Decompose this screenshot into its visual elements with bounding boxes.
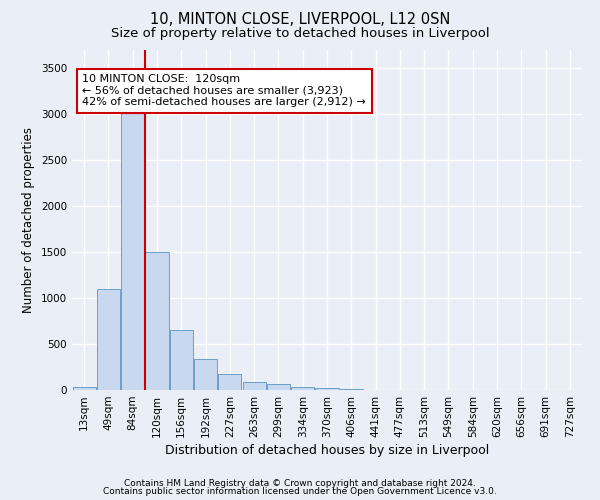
Text: 10, MINTON CLOSE, LIVERPOOL, L12 0SN: 10, MINTON CLOSE, LIVERPOOL, L12 0SN: [150, 12, 450, 28]
Text: Contains HM Land Registry data © Crown copyright and database right 2024.: Contains HM Land Registry data © Crown c…: [124, 478, 476, 488]
Bar: [73, 387, 95, 390]
Bar: [97, 289, 120, 390]
Bar: [340, 389, 363, 390]
Bar: [316, 388, 338, 390]
Bar: [242, 382, 266, 390]
Text: 10 MINTON CLOSE:  120sqm
← 56% of detached houses are smaller (3,923)
42% of sem: 10 MINTON CLOSE: 120sqm ← 56% of detache…: [82, 74, 366, 108]
Bar: [291, 387, 314, 390]
Bar: [218, 374, 241, 390]
Text: Size of property relative to detached houses in Liverpool: Size of property relative to detached ho…: [110, 28, 490, 40]
Bar: [170, 330, 193, 390]
Bar: [267, 384, 290, 390]
X-axis label: Distribution of detached houses by size in Liverpool: Distribution of detached houses by size …: [165, 444, 489, 457]
Y-axis label: Number of detached properties: Number of detached properties: [22, 127, 35, 313]
Bar: [121, 75, 144, 390]
Bar: [194, 359, 217, 390]
Text: Contains public sector information licensed under the Open Government Licence v3: Contains public sector information licen…: [103, 487, 497, 496]
Bar: [145, 252, 169, 390]
